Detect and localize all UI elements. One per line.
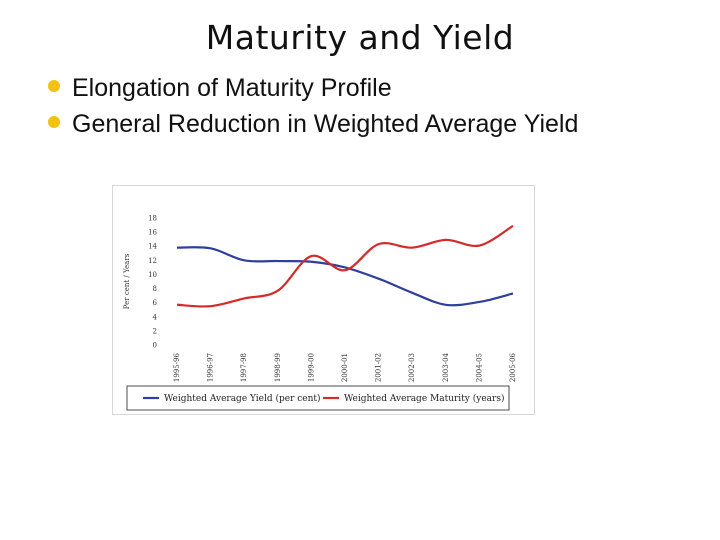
x-tick-label: 1996-97 [207,353,215,382]
x-tick-label: 1999-00 [307,353,315,382]
series-line-yield [176,246,514,307]
y-tick-label: 18 [148,215,157,223]
bullet-list: Elongation of Maturity Profile General R… [48,70,578,142]
bullet-dot-icon [48,80,60,92]
bullet-text: General Reduction in Weighted Average Yi… [72,110,579,138]
y-axis-title: Per cent / Years [123,253,131,309]
bullet-text: Elongation of Maturity Profile [72,74,392,102]
series-line-maturity [176,224,514,308]
line-chart: Per cent / Years 0 2 4 6 8 10 12 14 16 18 1995-96 19… [123,215,517,411]
legend-box [126,385,510,411]
y-tick-label: 2 [153,327,157,335]
y-tick-label: 4 [153,313,158,321]
x-tick-label: 2004-05 [475,353,483,382]
y-tick-label: 14 [148,243,157,251]
bullet-item: Elongation of Maturity Profile [48,70,578,106]
x-tick-label: 2001-02 [375,353,383,382]
y-tick-label: 12 [148,257,157,265]
y-tick-label: 16 [148,229,157,237]
x-tick-label: 2002-03 [408,353,416,382]
x-tick-label: 2003-04 [442,352,450,382]
x-tick-label: 2005-06 [509,352,517,382]
y-tick-label: 10 [148,271,157,279]
y-tick-label: 8 [153,285,157,293]
slide-title: Maturity and Yield [205,18,515,57]
y-tick-label: 0 [153,342,157,350]
x-tick-label: 1995-96 [173,352,181,382]
y-tick-label: 6 [153,299,158,307]
x-tick-label: 1998-99 [274,353,282,382]
x-tick-label: 1997-98 [240,353,248,382]
bullet-item: General Reduction in Weighted Average Yi… [48,106,578,142]
legend-label: Weighted Average Yield (per cent) [164,393,321,404]
chart-image: Per cent / Years 0 2 4 6 8 10 12 14 16 18 1995-96 19… [112,185,535,415]
x-tick-label: 2000-01 [341,353,349,382]
legend-label: Weighted Average Maturity (years) [344,393,504,404]
bullet-dot-icon [48,116,60,128]
